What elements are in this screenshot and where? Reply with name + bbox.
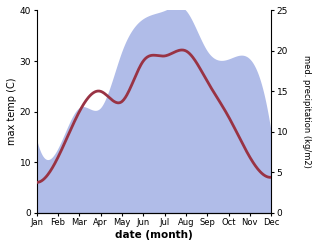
Y-axis label: med. precipitation (kg/m2): med. precipitation (kg/m2): [302, 55, 311, 168]
X-axis label: date (month): date (month): [115, 230, 193, 240]
Y-axis label: max temp (C): max temp (C): [7, 78, 17, 145]
